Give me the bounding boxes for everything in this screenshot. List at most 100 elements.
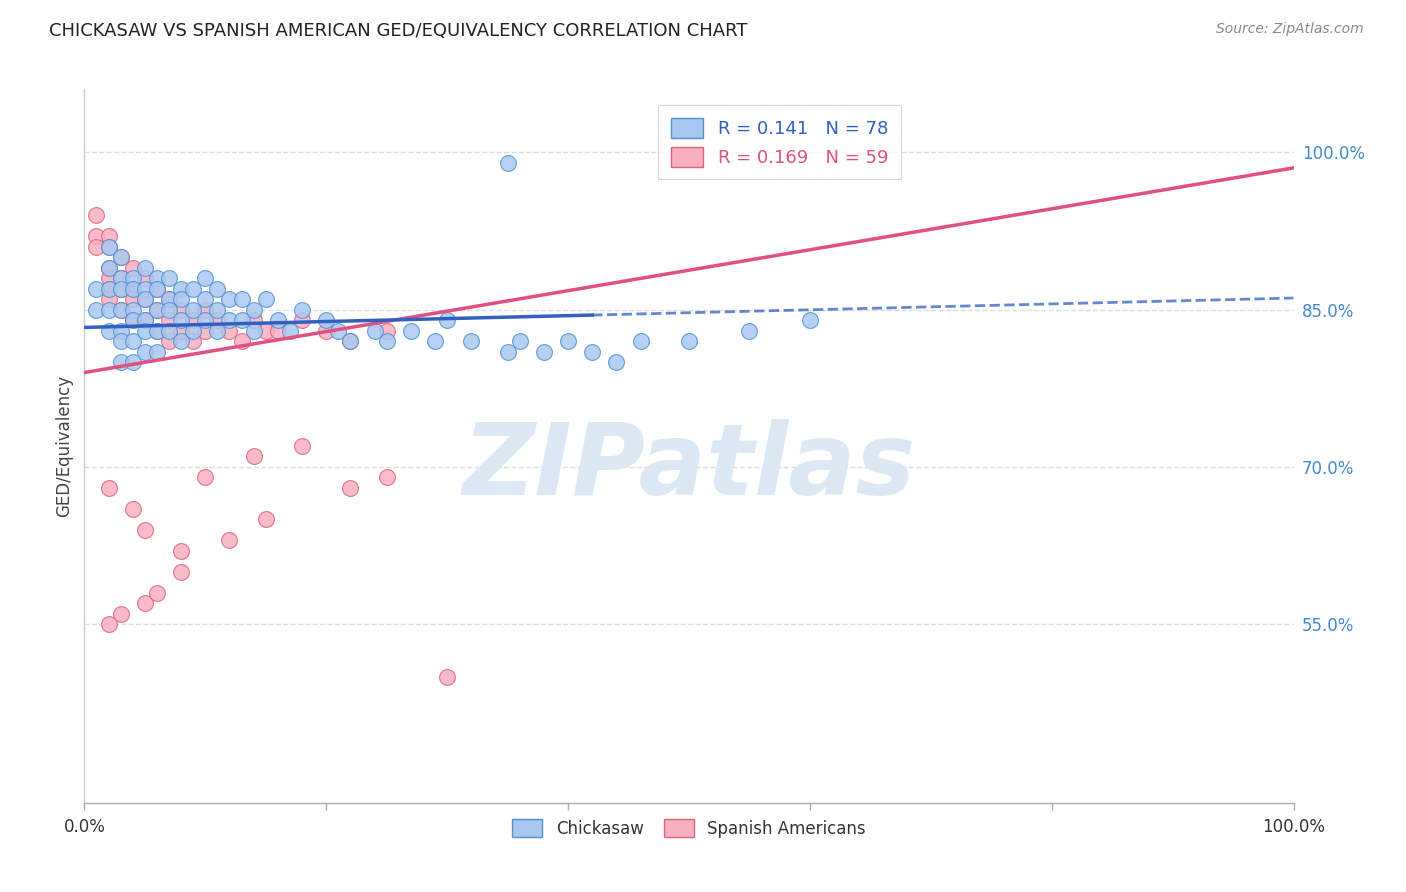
Point — [194, 292, 217, 306]
Point — [218, 292, 240, 306]
Point — [146, 282, 169, 296]
Point — [121, 271, 143, 285]
Point — [207, 302, 229, 317]
Point — [134, 313, 156, 327]
Point — [97, 282, 120, 296]
Point — [97, 481, 120, 495]
Point — [121, 313, 143, 327]
Point — [423, 334, 446, 348]
Point — [630, 334, 652, 348]
Point — [460, 334, 482, 348]
Point — [97, 229, 120, 244]
Point — [170, 544, 193, 558]
Point — [231, 313, 253, 327]
Point — [267, 324, 290, 338]
Point — [146, 324, 169, 338]
Point — [157, 302, 180, 317]
Legend: R = 0.141   N = 78, R = 0.169   N = 59: R = 0.141 N = 78, R = 0.169 N = 59 — [658, 105, 901, 179]
Point — [339, 334, 361, 348]
Point — [181, 324, 204, 338]
Point — [291, 313, 314, 327]
Point — [110, 355, 132, 369]
Point — [207, 324, 229, 338]
Point — [134, 292, 156, 306]
Point — [121, 502, 143, 516]
Point — [254, 512, 277, 526]
Point — [121, 282, 143, 296]
Point — [738, 324, 761, 338]
Point — [557, 334, 579, 348]
Y-axis label: GED/Equivalency: GED/Equivalency — [55, 375, 73, 517]
Point — [146, 324, 169, 338]
Point — [242, 302, 264, 317]
Point — [146, 344, 169, 359]
Point — [194, 313, 217, 327]
Point — [799, 313, 821, 327]
Point — [339, 481, 361, 495]
Point — [181, 282, 204, 296]
Point — [328, 324, 350, 338]
Point — [291, 302, 314, 317]
Point — [315, 313, 337, 327]
Point — [170, 334, 193, 348]
Point — [157, 334, 180, 348]
Point — [170, 324, 193, 338]
Point — [110, 282, 132, 296]
Point — [194, 302, 217, 317]
Point — [121, 302, 143, 317]
Point — [194, 470, 217, 484]
Point — [533, 344, 555, 359]
Point — [134, 324, 156, 338]
Point — [194, 271, 217, 285]
Point — [110, 324, 132, 338]
Point — [231, 292, 253, 306]
Point — [110, 250, 132, 264]
Point — [242, 313, 264, 327]
Point — [97, 617, 120, 632]
Point — [97, 302, 120, 317]
Point — [146, 302, 169, 317]
Point — [157, 313, 180, 327]
Point — [146, 282, 169, 296]
Point — [157, 324, 180, 338]
Point — [218, 533, 240, 548]
Point — [254, 324, 277, 338]
Point — [170, 313, 193, 327]
Point — [134, 271, 156, 285]
Point — [121, 282, 143, 296]
Text: CHICKASAW VS SPANISH AMERICAN GED/EQUIVALENCY CORRELATION CHART: CHICKASAW VS SPANISH AMERICAN GED/EQUIVA… — [49, 22, 748, 40]
Point — [207, 282, 229, 296]
Point — [254, 292, 277, 306]
Point — [97, 282, 120, 296]
Point — [121, 334, 143, 348]
Point — [496, 155, 519, 169]
Point — [97, 324, 120, 338]
Point — [110, 250, 132, 264]
Point — [86, 282, 108, 296]
Point — [97, 239, 120, 253]
Point — [242, 324, 264, 338]
Point — [181, 313, 204, 327]
Point — [399, 324, 422, 338]
Point — [86, 208, 108, 222]
Point — [97, 271, 120, 285]
Point — [121, 313, 143, 327]
Point — [134, 260, 156, 275]
Point — [509, 334, 531, 348]
Point — [605, 355, 627, 369]
Point — [110, 271, 132, 285]
Point — [207, 313, 229, 327]
Point — [97, 260, 120, 275]
Point — [157, 271, 180, 285]
Point — [110, 282, 132, 296]
Point — [134, 292, 156, 306]
Point — [110, 334, 132, 348]
Point — [242, 450, 264, 464]
Point — [496, 344, 519, 359]
Point — [291, 439, 314, 453]
Point — [267, 313, 290, 327]
Point — [97, 260, 120, 275]
Point — [134, 344, 156, 359]
Point — [170, 282, 193, 296]
Point — [194, 324, 217, 338]
